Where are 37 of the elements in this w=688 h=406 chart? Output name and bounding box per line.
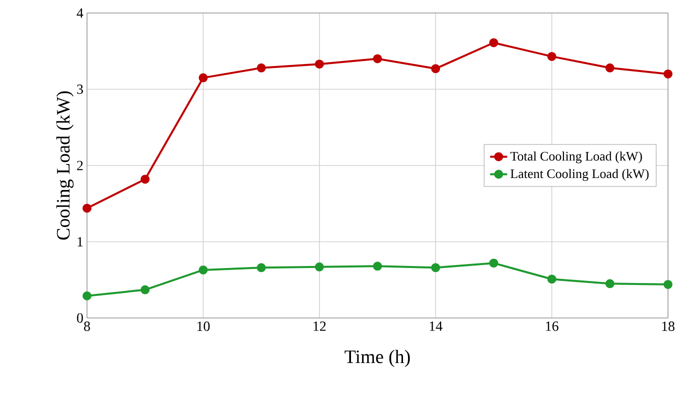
y-tick-label: 1 — [78, 237, 83, 246]
point — [256, 63, 266, 72]
point — [373, 262, 382, 271]
point — [547, 52, 556, 61]
x-axis-title: Time (h) — [344, 350, 410, 368]
y-tick-label: 2 — [77, 160, 83, 170]
point — [140, 174, 150, 184]
point — [82, 204, 92, 213]
x-tick-label: 18 — [662, 322, 674, 331]
point — [605, 63, 614, 72]
legend-label: Latent Cooling Load (kW) — [510, 168, 649, 181]
point — [198, 73, 208, 82]
y-axis-title: Cooling Load (kW) — [56, 91, 74, 240]
x-tick-label: 14 — [430, 322, 442, 331]
point — [547, 274, 556, 284]
point — [256, 263, 266, 272]
x-tick-label: 12 — [314, 322, 326, 331]
point — [489, 258, 498, 268]
x-tick-label: 10 — [197, 322, 210, 331]
y-tick-label: 4 — [76, 8, 84, 18]
point — [140, 285, 150, 294]
y-tick-label: 3 — [77, 84, 83, 94]
point — [82, 291, 92, 300]
point — [663, 69, 672, 78]
point — [431, 64, 440, 74]
point — [314, 262, 324, 272]
point — [431, 263, 440, 272]
x-tick-label: 16 — [546, 322, 558, 331]
point — [314, 60, 324, 69]
point — [489, 38, 498, 48]
point — [663, 280, 672, 289]
y-tick-label: 0 — [77, 313, 83, 323]
point — [198, 265, 208, 274]
x-tick-label: 8 — [84, 322, 90, 331]
legend-label: Total Cooling Load (kW) — [510, 151, 642, 164]
point — [373, 54, 382, 64]
point — [605, 279, 614, 288]
